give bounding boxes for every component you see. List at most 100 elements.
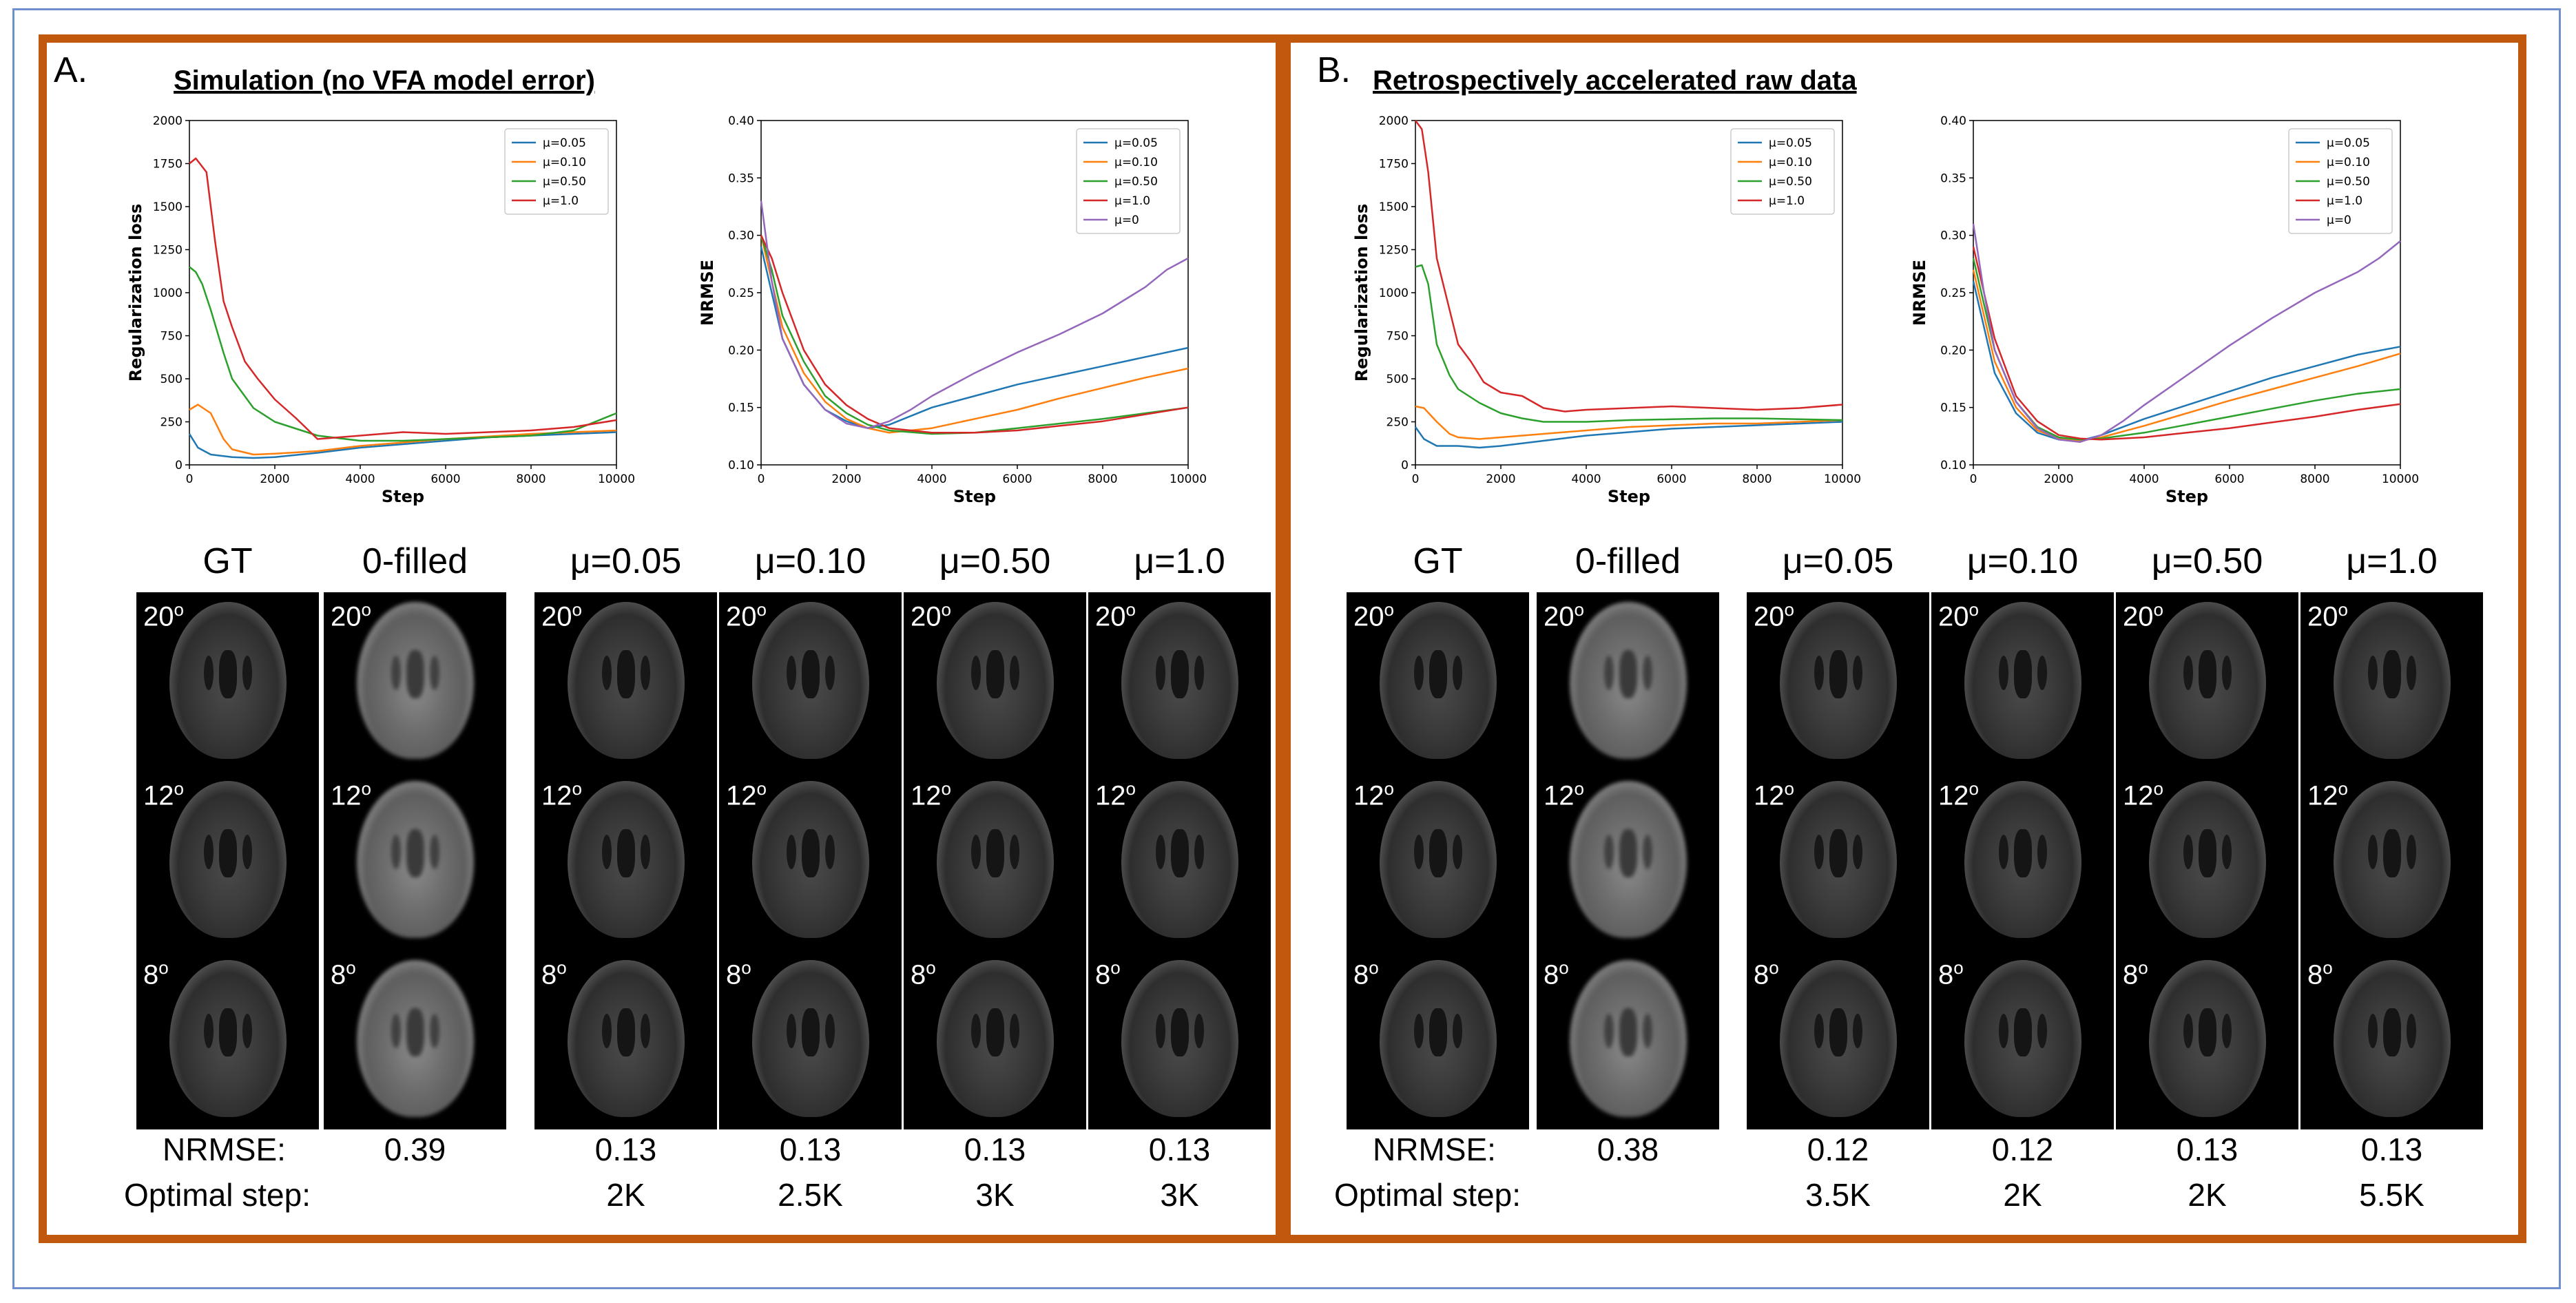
degree-mark: o bbox=[174, 778, 184, 799]
ventricle-right bbox=[1643, 835, 1652, 869]
mri-image: 12o bbox=[1088, 771, 1271, 950]
x-tick-label: 4000 bbox=[2129, 472, 2159, 486]
legend-label: μ=0.10 bbox=[1114, 156, 1158, 169]
y-tick-label: 0.20 bbox=[1940, 344, 1966, 357]
ventricle-left bbox=[2183, 1014, 2193, 1048]
nrmse-value: 0.13 bbox=[964, 1132, 1026, 1167]
column-label: μ=0.50 bbox=[939, 541, 1051, 581]
ventricle bbox=[2014, 650, 2032, 698]
ventricle-right bbox=[1453, 835, 1462, 869]
ventricle-left bbox=[1999, 835, 2008, 869]
mri-image: 12o bbox=[2116, 771, 2298, 950]
brain-slice bbox=[937, 602, 1054, 759]
y-tick-label: 0.25 bbox=[1940, 286, 1966, 300]
flip-angle-label: 20o bbox=[1095, 599, 1136, 632]
series-line-1 bbox=[760, 235, 1189, 434]
brain-slice bbox=[1570, 960, 1687, 1117]
x-tick-label: 10000 bbox=[1824, 472, 1861, 486]
x-tick-label: 8000 bbox=[1088, 472, 1117, 486]
ventricle bbox=[986, 650, 1004, 698]
flip-angle-value: 12 bbox=[911, 780, 942, 811]
flip-angle-label: 20o bbox=[726, 599, 767, 632]
optimal-step-value: 3.5K bbox=[1805, 1177, 1871, 1213]
legend-label: μ=0.10 bbox=[543, 156, 586, 169]
optimal-step-row-label: Optimal step: bbox=[124, 1177, 311, 1213]
degree-mark: o bbox=[1784, 778, 1794, 799]
column-label: μ=0.05 bbox=[570, 541, 682, 581]
mri-image: 12o bbox=[904, 771, 1086, 950]
mri-image: 20o bbox=[324, 592, 506, 771]
degree-mark: o bbox=[2338, 599, 2348, 620]
column-label: 0-filled bbox=[362, 541, 468, 581]
flip-angle-value: 8 bbox=[1754, 959, 1769, 990]
x-tick-label: 8000 bbox=[2300, 472, 2329, 486]
degree-mark: o bbox=[2338, 778, 2348, 799]
flip-angle-value: 20 bbox=[1754, 601, 1785, 632]
flip-angle-label: 12o bbox=[1938, 778, 1979, 811]
ventricle-left bbox=[1604, 1014, 1614, 1048]
y-tick-label: 750 bbox=[1386, 330, 1409, 344]
chart-b-nrmse: 0.10 0.15 0.20 0.25 0.30 0.35 0.40 0 2000 4000 600… bbox=[1910, 114, 2419, 506]
mri-column: 20o 12o 8o bbox=[534, 592, 717, 1129]
ventricle-right bbox=[242, 656, 252, 690]
ventricle-left bbox=[787, 835, 796, 869]
flip-angle-label: 8o bbox=[143, 957, 169, 990]
brain-slice bbox=[1780, 602, 1897, 759]
flip-angle-label: 12o bbox=[2307, 778, 2348, 811]
brain-slice bbox=[2149, 602, 2266, 759]
mri-image: 20o bbox=[719, 592, 902, 771]
degree-mark: o bbox=[158, 957, 169, 978]
y-tick-label: 750 bbox=[160, 330, 183, 344]
ventricle-left bbox=[1604, 656, 1614, 690]
mri-column: 20o 12o 8o bbox=[136, 592, 319, 1129]
y-tick-label: 1250 bbox=[153, 244, 183, 258]
column-label: μ=1.0 bbox=[1134, 541, 1225, 581]
optimal-step-value: 3K bbox=[1160, 1177, 1199, 1213]
series-line-1 bbox=[1972, 269, 2401, 442]
flip-angle-value: 12 bbox=[143, 780, 174, 811]
legend-box bbox=[1730, 128, 1835, 215]
degree-mark: o bbox=[1110, 957, 1121, 978]
flip-angle-value: 20 bbox=[541, 601, 572, 632]
ventricle-left bbox=[1414, 1014, 1424, 1048]
flip-angle-label: 8o bbox=[331, 957, 356, 990]
mri-column: 20o 12o 8o bbox=[2116, 592, 2298, 1129]
degree-mark: o bbox=[346, 957, 356, 978]
flip-angle-label: 20o bbox=[1544, 599, 1584, 632]
flip-angle-value: 20 bbox=[2307, 601, 2338, 632]
y-tick-label: 2000 bbox=[1379, 114, 1409, 128]
x-tick-label: 10000 bbox=[2382, 472, 2419, 486]
ventricle-left bbox=[1999, 1014, 2008, 1048]
brain-slice bbox=[1380, 602, 1497, 759]
degree-mark: o bbox=[941, 778, 951, 799]
mri-image: 8o bbox=[136, 950, 319, 1129]
ventricle-right bbox=[1643, 656, 1652, 690]
brain-slice bbox=[357, 602, 474, 759]
legend-label: μ=1.0 bbox=[1114, 194, 1150, 208]
ventricle-left bbox=[971, 835, 981, 869]
flip-angle-value: 8 bbox=[541, 959, 557, 990]
y-tick-label: 500 bbox=[160, 373, 183, 386]
brain-slice bbox=[568, 781, 685, 938]
flip-angle-label: 8o bbox=[2123, 957, 2148, 990]
ventricle-left bbox=[602, 1014, 612, 1048]
flip-angle-label: 12o bbox=[726, 778, 767, 811]
ventricle bbox=[2383, 650, 2401, 698]
ventricle-right bbox=[2222, 1014, 2232, 1048]
ventricle-right bbox=[2407, 835, 2416, 869]
flip-angle-label: 12o bbox=[911, 778, 951, 811]
brain-slice bbox=[2334, 781, 2451, 938]
panel-a-letter: A. bbox=[54, 50, 88, 90]
nrmse-value: 0.39 bbox=[384, 1132, 446, 1167]
degree-mark: o bbox=[572, 778, 582, 799]
series-line-0 bbox=[1414, 421, 1843, 449]
ventricle-left bbox=[391, 835, 401, 869]
mri-image: 8o bbox=[719, 950, 902, 1129]
ventricle-left bbox=[1156, 1014, 1165, 1048]
ventricle-left bbox=[1814, 1014, 1824, 1048]
ventricle bbox=[617, 829, 635, 877]
x-tick-label: 6000 bbox=[2214, 472, 2244, 486]
ventricle-right bbox=[2037, 835, 2047, 869]
flip-angle-value: 8 bbox=[2307, 959, 2323, 990]
brain-slice bbox=[752, 781, 869, 938]
